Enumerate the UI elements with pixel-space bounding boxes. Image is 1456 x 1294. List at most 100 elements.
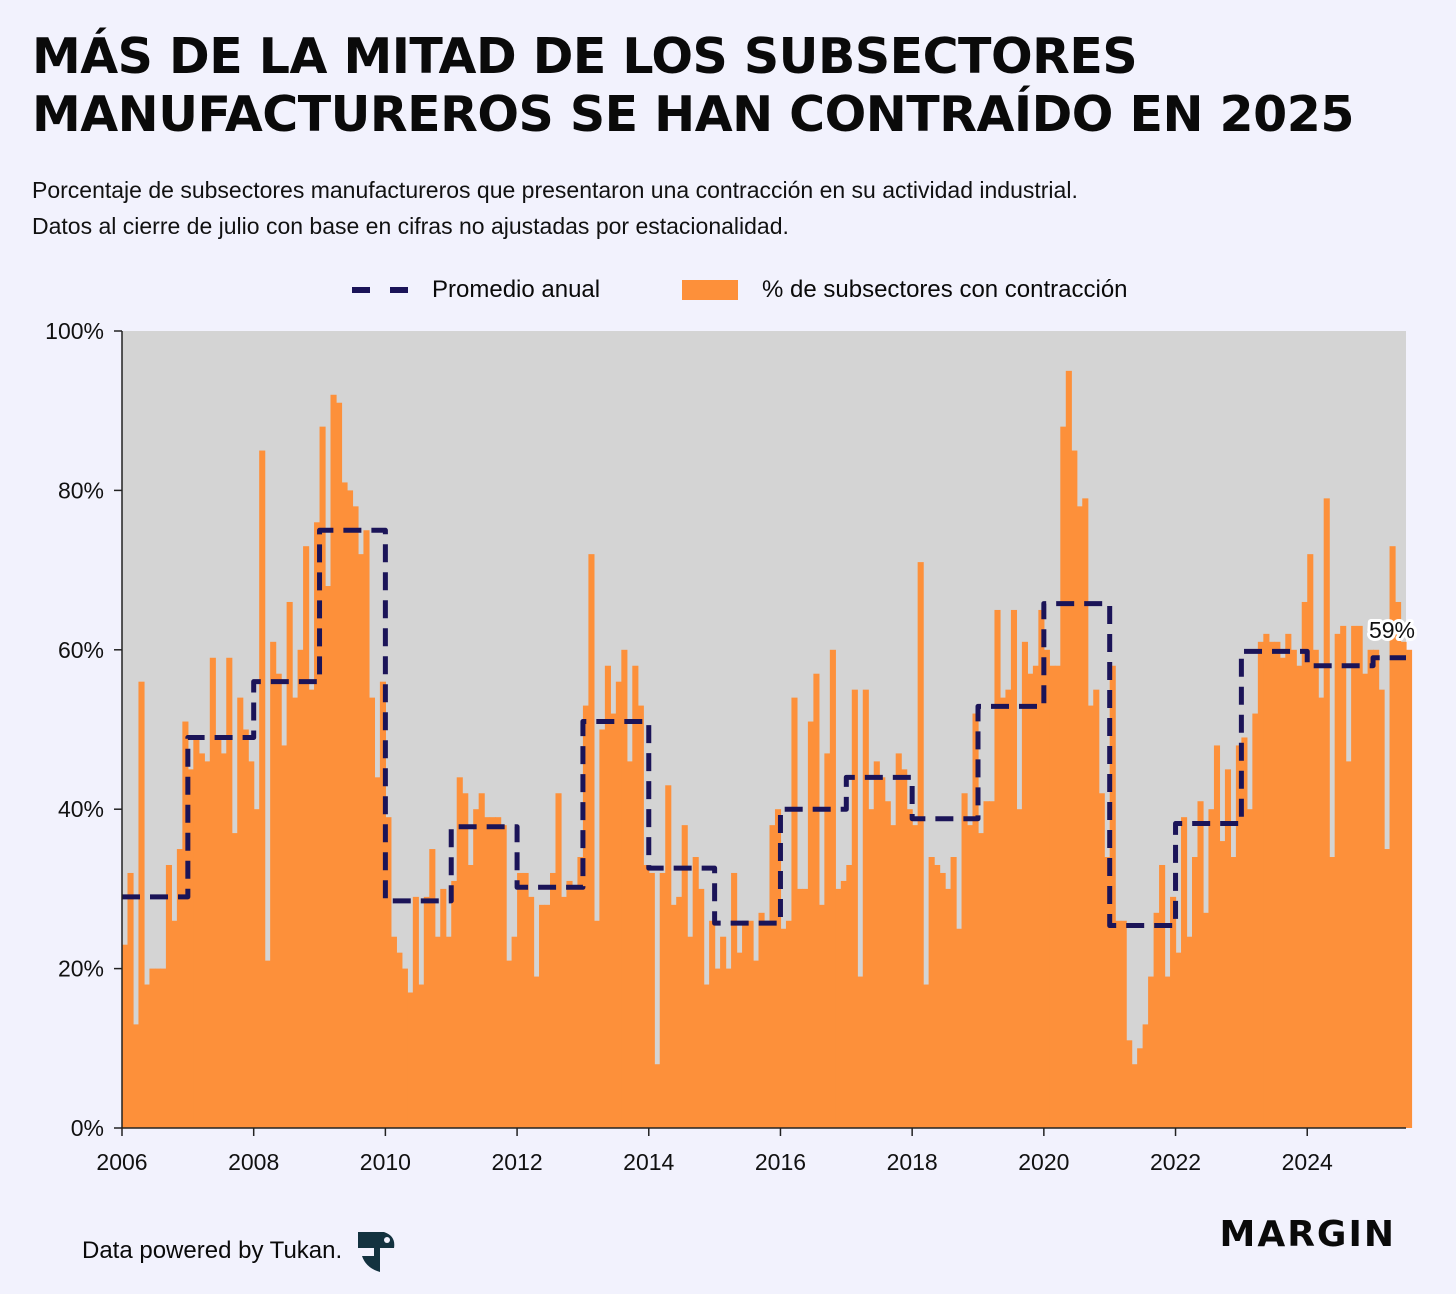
bar xyxy=(160,968,167,1128)
bar xyxy=(143,984,151,1128)
bar xyxy=(758,912,765,1128)
tukan-logo-icon xyxy=(358,1232,395,1272)
bar xyxy=(692,857,699,1128)
bar xyxy=(1235,745,1242,1128)
bar xyxy=(418,984,425,1128)
bar xyxy=(1027,673,1034,1128)
bar xyxy=(1274,641,1281,1128)
x-tick-label: 2020 xyxy=(1018,1149,1069,1175)
y-tick-label: 0% xyxy=(71,1115,104,1141)
bar xyxy=(1373,649,1380,1128)
bar xyxy=(846,864,853,1128)
bar xyxy=(368,697,376,1128)
bar xyxy=(1142,1024,1149,1128)
chart-subtitle: Porcentaje de subsectores manufactureros… xyxy=(32,172,1432,244)
bar xyxy=(967,825,974,1128)
bar xyxy=(676,896,683,1128)
bar xyxy=(204,761,211,1128)
bar xyxy=(1021,641,1028,1128)
bar xyxy=(769,825,776,1128)
bar xyxy=(1181,817,1188,1128)
bar xyxy=(1252,713,1259,1128)
bar xyxy=(286,601,293,1128)
annotation-label: 59% xyxy=(1369,617,1415,643)
bar xyxy=(1120,920,1127,1128)
bar xyxy=(785,920,793,1128)
bar xyxy=(396,952,403,1128)
bar xyxy=(610,713,617,1128)
bar xyxy=(1400,641,1407,1128)
bar xyxy=(835,888,842,1128)
legend-dash-swatch xyxy=(352,287,408,293)
bar xyxy=(956,928,963,1128)
bar xyxy=(774,809,782,1128)
bar xyxy=(390,936,397,1128)
bar xyxy=(456,777,463,1128)
bar xyxy=(703,984,710,1128)
bar xyxy=(352,506,359,1129)
bar xyxy=(983,801,990,1128)
bar xyxy=(193,737,200,1128)
subtitle-line-1: Porcentaje de subsectores manufactureros… xyxy=(32,177,1078,203)
bar xyxy=(550,872,557,1128)
bar xyxy=(659,872,666,1128)
bar xyxy=(1054,665,1061,1128)
bar xyxy=(544,904,551,1128)
bar xyxy=(895,753,902,1128)
bar xyxy=(802,888,809,1128)
bar xyxy=(560,896,568,1128)
bar xyxy=(346,490,354,1128)
bar xyxy=(632,665,639,1128)
chart-title: MÁS DE LA MITAD DE LOS SUBSECTORES MANUF… xyxy=(32,28,1432,144)
bar xyxy=(555,793,562,1128)
bar xyxy=(972,713,979,1128)
bar xyxy=(829,649,836,1128)
bar xyxy=(253,809,260,1128)
bar xyxy=(1208,809,1215,1128)
bar xyxy=(731,872,738,1128)
bar xyxy=(215,737,222,1128)
bar xyxy=(637,705,644,1128)
bar xyxy=(698,888,705,1128)
bar xyxy=(720,936,727,1128)
bar xyxy=(1076,506,1083,1129)
x-tick-label: 2024 xyxy=(1282,1149,1333,1175)
bar xyxy=(259,450,266,1128)
bar xyxy=(1230,857,1237,1128)
bar xyxy=(1285,633,1292,1128)
bar xyxy=(1016,809,1023,1128)
bar xyxy=(1351,625,1358,1128)
bar xyxy=(407,992,414,1128)
bar xyxy=(923,984,930,1128)
bar xyxy=(582,705,590,1128)
bar xyxy=(264,960,271,1128)
bar xyxy=(687,936,694,1128)
bar xyxy=(495,817,502,1128)
bar xyxy=(939,872,946,1128)
bar xyxy=(868,809,875,1128)
bar xyxy=(742,920,749,1128)
bar xyxy=(1060,426,1067,1128)
bar xyxy=(857,976,864,1128)
bar xyxy=(1137,1048,1144,1128)
bar xyxy=(478,793,485,1128)
bar xyxy=(725,968,732,1128)
bar xyxy=(385,817,392,1128)
bar xyxy=(401,968,408,1128)
bar xyxy=(1301,601,1308,1128)
bar xyxy=(1213,745,1221,1128)
bar xyxy=(297,649,304,1128)
bar xyxy=(571,888,579,1128)
bar xyxy=(1202,912,1210,1128)
bar xyxy=(220,753,227,1128)
average-line xyxy=(122,527,1406,929)
bar xyxy=(1219,841,1226,1128)
bar xyxy=(1362,673,1369,1128)
bar xyxy=(122,944,129,1128)
bar xyxy=(1268,641,1275,1128)
bar xyxy=(314,522,321,1128)
bar xyxy=(1323,498,1330,1128)
bar xyxy=(500,825,507,1128)
bar xyxy=(1334,633,1341,1128)
bar xyxy=(1153,912,1160,1128)
